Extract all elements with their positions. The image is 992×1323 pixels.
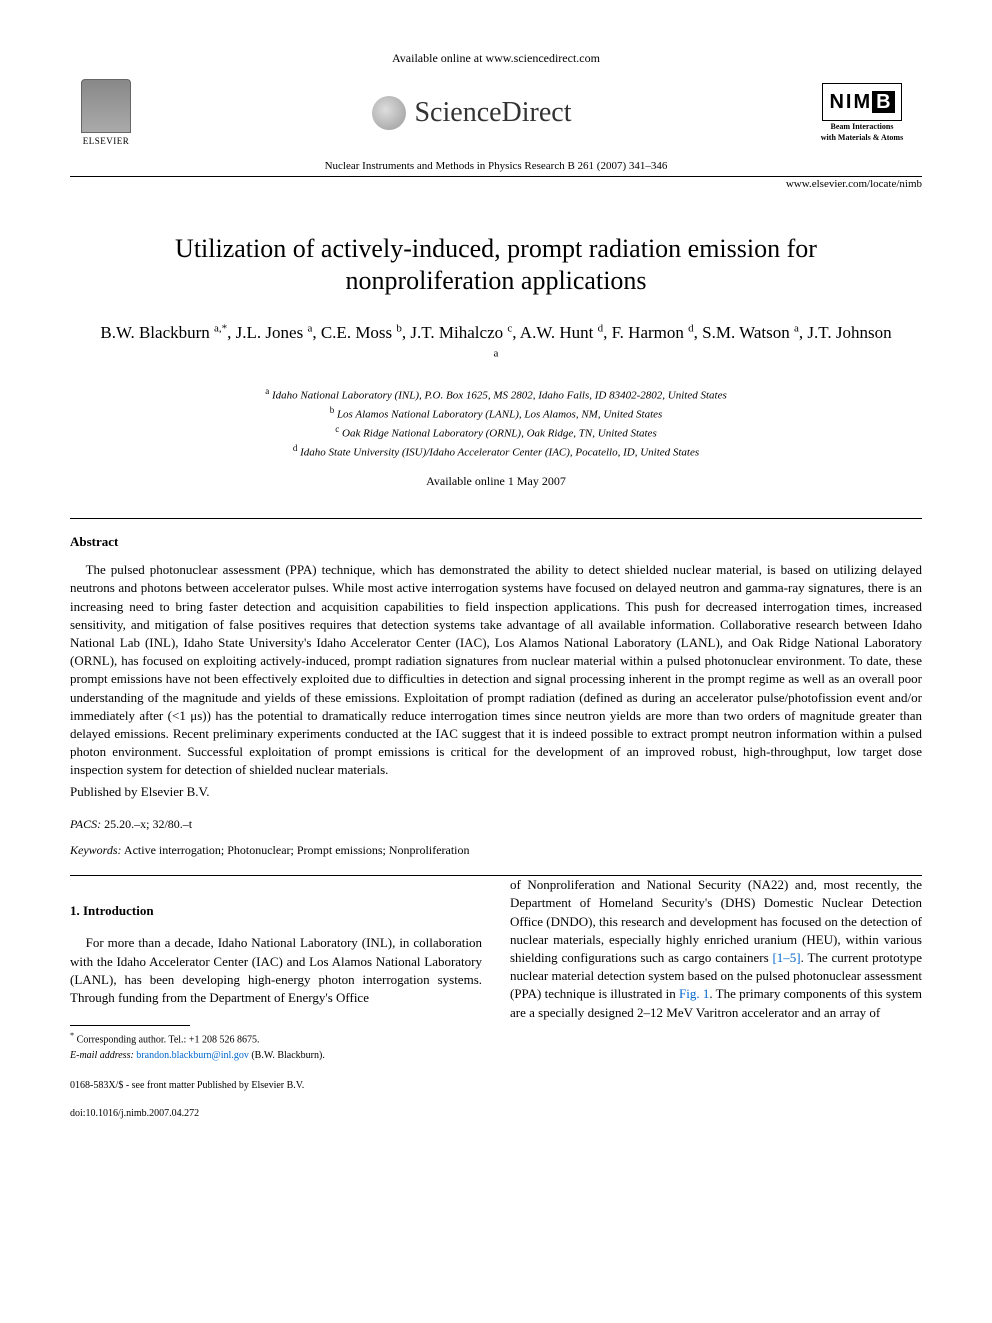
header-row: ELSEVIER ScienceDirect NIMB Beam Interac… <box>70 73 922 153</box>
email-footnote: E-mail address: brandon.blackburn@inl.go… <box>70 1049 482 1063</box>
intro-paragraph-col2: of Nonproliferation and National Securit… <box>510 876 922 1022</box>
pacs-value: 25.20.–x; 32/80.–t <box>104 817 192 831</box>
corresponding-text: Corresponding author. Tel.: +1 208 526 8… <box>77 1034 260 1045</box>
published-by: Published by Elsevier B.V. <box>70 783 922 801</box>
abstract-body: The pulsed photonuclear assessment (PPA)… <box>70 561 922 779</box>
email-label: E-mail address: <box>70 1050 134 1061</box>
journal-badge: NIMB Beam Interactions with Materials & … <box>802 83 922 143</box>
affiliations: a Idaho National Laboratory (INL), P.O. … <box>70 385 922 462</box>
keywords-label: Keywords: <box>70 843 122 857</box>
section-1-heading: 1. Introduction <box>70 902 482 920</box>
badge-b: B <box>872 91 894 113</box>
author-email-link[interactable]: brandon.blackburn@inl.gov <box>136 1050 249 1061</box>
available-online-date: Available online 1 May 2007 <box>70 473 922 490</box>
pacs-label: PACS: <box>70 817 101 831</box>
sciencedirect-logo: ScienceDirect <box>372 93 571 132</box>
publisher-name: ELSEVIER <box>83 135 130 148</box>
intro-paragraph-col1: For more than a decade, Idaho National L… <box>70 934 482 1007</box>
journal-url: www.elsevier.com/locate/nimb <box>70 177 922 192</box>
journal-reference: Nuclear Instruments and Methods in Physi… <box>70 159 922 174</box>
badge-subtitle-2: with Materials & Atoms <box>802 134 922 143</box>
abstract-heading: Abstract <box>70 533 922 551</box>
authors-list: B.W. Blackburn a,*, J.L. Jones a, C.E. M… <box>100 320 892 371</box>
abstract-text: The pulsed photonuclear assessment (PPA)… <box>70 561 922 779</box>
elsevier-logo: ELSEVIER <box>70 73 142 153</box>
corresponding-author-footnote: * Corresponding author. Tel.: +1 208 526… <box>70 1030 482 1047</box>
badge-nim: NIM <box>829 88 872 116</box>
footnote-rule <box>70 1025 190 1026</box>
elsevier-tree-icon <box>81 79 131 133</box>
badge-subtitle-1: Beam Interactions <box>802 123 922 132</box>
body-columns: 1. Introduction For more than a decade, … <box>70 876 922 1065</box>
pacs-line: PACS: 25.20.–x; 32/80.–t <box>70 816 922 833</box>
article-title: Utilization of actively-induced, prompt … <box>110 233 882 298</box>
sciencedirect-text: ScienceDirect <box>414 93 571 132</box>
keywords-line: Keywords: Active interrogation; Photonuc… <box>70 842 922 859</box>
email-after: (B.W. Blackburn). <box>251 1050 325 1061</box>
keywords-value: Active interrogation; Photonuclear; Prom… <box>124 843 470 857</box>
ref-link-fig1[interactable]: Fig. 1 <box>679 986 709 1001</box>
front-matter-line: 0168-583X/$ - see front matter Published… <box>70 1079 922 1093</box>
doi-line: doi:10.1016/j.nimb.2007.04.272 <box>70 1107 922 1121</box>
sciencedirect-icon <box>372 96 406 130</box>
available-online-text: Available online at www.sciencedirect.co… <box>70 50 922 67</box>
ref-link-1-5[interactable]: [1–5] <box>772 950 800 965</box>
